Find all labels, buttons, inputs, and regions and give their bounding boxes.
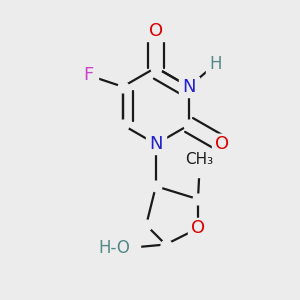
Point <box>86 73 91 78</box>
Point <box>187 84 191 89</box>
Point <box>128 245 132 250</box>
Point <box>163 242 168 247</box>
Point <box>154 142 158 146</box>
Text: H: H <box>210 55 222 73</box>
Point <box>120 123 125 128</box>
Text: N: N <box>149 135 163 153</box>
Point <box>154 29 158 34</box>
Text: O: O <box>149 22 163 40</box>
Point <box>187 84 191 89</box>
Point <box>196 226 200 231</box>
Point <box>154 142 158 146</box>
Text: F: F <box>83 66 93 84</box>
Point <box>154 65 158 70</box>
Point <box>197 164 202 169</box>
Text: O: O <box>191 219 205 237</box>
Point <box>120 84 125 89</box>
Point <box>196 197 200 202</box>
Point <box>144 223 148 227</box>
Point <box>187 123 191 128</box>
Text: O: O <box>215 135 230 153</box>
Point <box>154 184 158 189</box>
Text: H-O: H-O <box>98 239 130 257</box>
Point <box>220 142 225 146</box>
Point <box>213 61 218 66</box>
Text: N: N <box>182 78 196 96</box>
Text: CH₃: CH₃ <box>186 152 214 167</box>
